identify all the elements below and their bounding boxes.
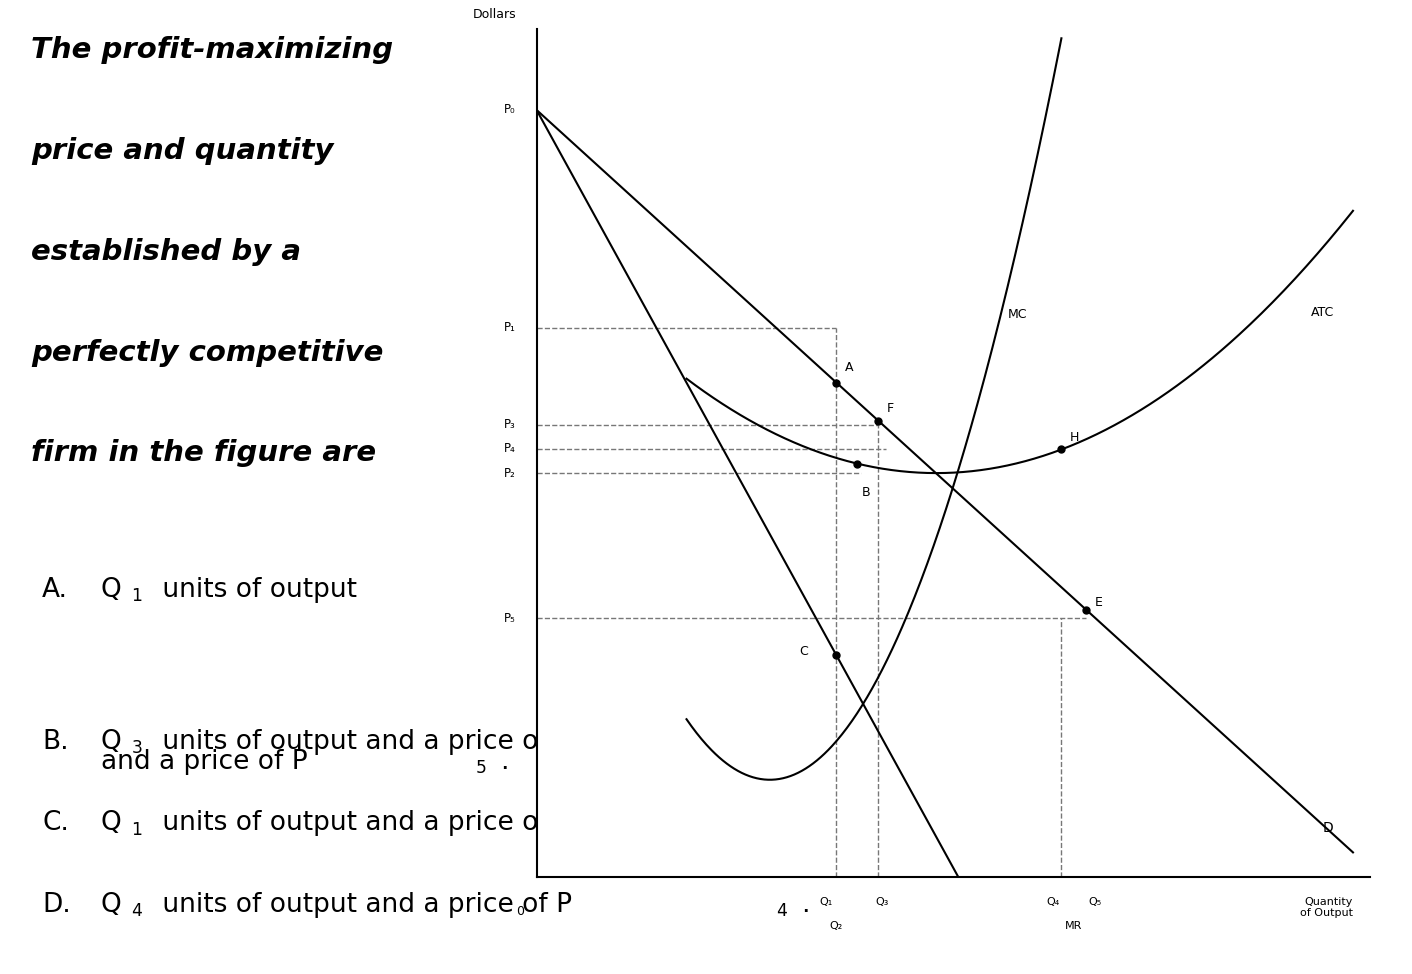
Text: .: . xyxy=(801,810,809,837)
Text: units of output: units of output xyxy=(154,578,357,603)
Text: 0: 0 xyxy=(515,905,524,918)
Text: Q: Q xyxy=(100,892,121,918)
Text: E: E xyxy=(1094,596,1103,609)
Text: price and quantity: price and quantity xyxy=(31,136,333,165)
Text: Q₄: Q₄ xyxy=(1046,897,1059,907)
Text: P₁: P₁ xyxy=(504,321,515,334)
Text: 4: 4 xyxy=(131,902,143,920)
Text: Q₂: Q₂ xyxy=(830,921,843,931)
Text: 3: 3 xyxy=(777,738,786,757)
Text: Q: Q xyxy=(100,810,121,837)
Text: A.: A. xyxy=(42,578,68,603)
Text: P₂: P₂ xyxy=(504,467,515,479)
Text: F: F xyxy=(887,402,894,416)
Text: A: A xyxy=(844,360,853,374)
Text: .: . xyxy=(501,749,510,775)
Text: 1: 1 xyxy=(131,820,143,839)
Text: Q: Q xyxy=(100,729,121,755)
Text: B: B xyxy=(861,486,870,499)
Text: H: H xyxy=(1070,431,1079,444)
Text: .: . xyxy=(801,729,809,755)
Text: P₄: P₄ xyxy=(504,442,515,456)
Text: C: C xyxy=(799,646,808,658)
Text: units of output and a price of P: units of output and a price of P xyxy=(154,892,572,918)
Text: C.: C. xyxy=(42,810,69,837)
Text: established by a: established by a xyxy=(31,238,301,266)
Text: P₀: P₀ xyxy=(504,103,515,117)
Text: P₅: P₅ xyxy=(504,612,515,625)
Text: B.: B. xyxy=(42,729,69,755)
Text: 3: 3 xyxy=(131,738,143,757)
Text: 1: 1 xyxy=(777,820,786,839)
Text: units of output and a price of P: units of output and a price of P xyxy=(154,729,572,755)
Text: Q₅: Q₅ xyxy=(1089,897,1101,907)
Text: MR: MR xyxy=(1065,921,1083,931)
Text: 1: 1 xyxy=(131,587,143,606)
Text: Dollars: Dollars xyxy=(473,8,517,21)
Text: ATC: ATC xyxy=(1312,306,1334,318)
Text: D.: D. xyxy=(42,892,71,918)
Text: P₃: P₃ xyxy=(504,418,515,431)
Text: units of output and a price of P: units of output and a price of P xyxy=(154,810,572,837)
Text: and a price of P: and a price of P xyxy=(100,749,308,775)
Text: Quantity
of Output: Quantity of Output xyxy=(1300,897,1353,918)
Text: Q₁: Q₁ xyxy=(820,897,833,907)
Text: .: . xyxy=(801,892,809,918)
Text: 5: 5 xyxy=(476,760,486,777)
Text: 4: 4 xyxy=(777,902,786,920)
Text: Q₃: Q₃ xyxy=(875,897,890,907)
Text: The profit-maximizing: The profit-maximizing xyxy=(31,36,393,64)
Text: perfectly competitive: perfectly competitive xyxy=(31,339,384,366)
Text: firm in the figure are: firm in the figure are xyxy=(31,439,376,468)
Text: Q: Q xyxy=(100,578,121,603)
Text: D: D xyxy=(1323,821,1333,835)
Text: MC: MC xyxy=(1007,308,1027,320)
